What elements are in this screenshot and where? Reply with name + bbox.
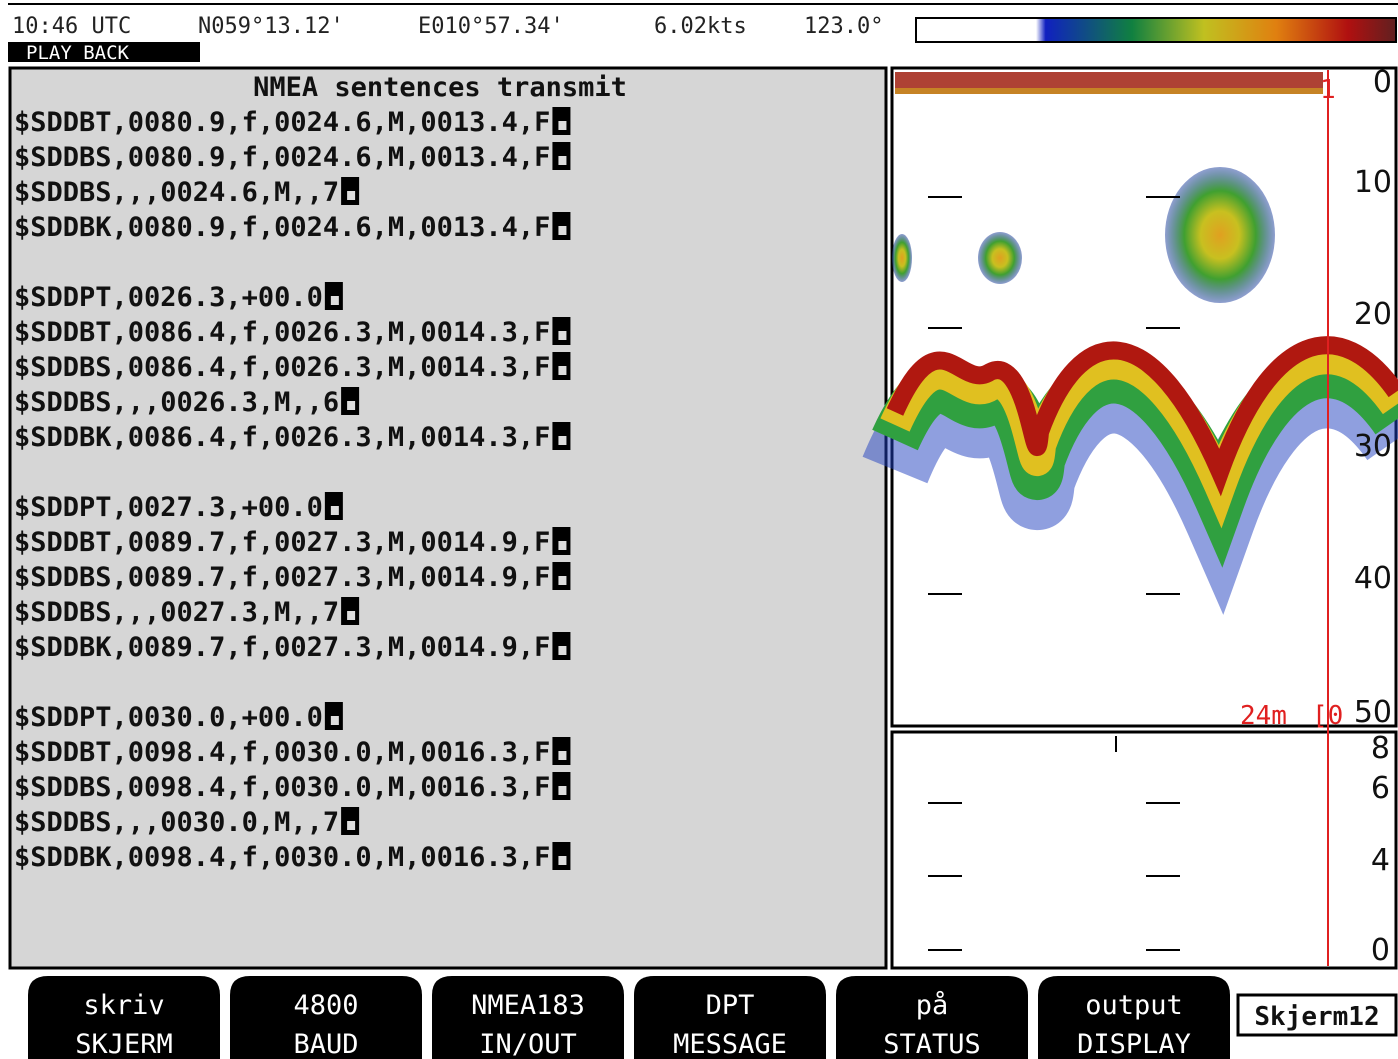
nmea-line: $SDDBS,0080.9,f,0024.6,M,0013.4,F [14,142,550,173]
nmea-line: $SDDBT,0098.4,f,0030.0,M,0016.3,F [14,737,550,768]
range-marker: [0 [1312,701,1343,731]
nmea-line: $SDDBS,0098.4,f,0030.0,M,0016.3,F [14,772,550,803]
zoom-label: 0 [1371,933,1390,968]
nmea-line: $SDDBS,0089.7,f,0027.3,M,0014.9,F [14,562,550,593]
depth-label: 40 [1354,561,1392,596]
crlf-glyph [558,576,567,585]
screen-tab[interactable] [1236,993,1398,1037]
nmea-line: $SDDPT,0027.3,+00.0 [14,492,323,523]
nmea-line: $SDDBK,0089.7,f,0027.3,M,0014.9,F [14,632,550,663]
crlf-glyph [558,751,567,760]
softkey-top: 4800 [293,990,358,1021]
softkey[interactable]: på STATUS [836,976,1028,1059]
softkey-top: skriv [83,990,164,1021]
depth-label: 0 [1373,65,1392,100]
depth-label: 30 [1354,429,1392,464]
nmea-line: $SDDBK,0098.4,f,0030.0,M,0016.3,F [14,842,550,873]
screen-tab-label: Skjerm12 [1254,1002,1379,1032]
crlf-glyph [347,821,356,830]
nmea-line: $SDDBK,0086.4,f,0026.3,M,0014.3,F [14,422,550,453]
softkey[interactable]: output DISPLAY [1038,976,1230,1059]
nmea-panel [8,66,888,970]
softkey-bottom: STATUS [883,1029,981,1059]
nmea-line: $SDDBS,,,0026.3,M,,6 [14,387,339,418]
depth-readout: 24m [1240,701,1287,731]
softkey-body [836,976,1028,1059]
crlf-glyph [558,436,567,445]
status-time: 10:46 UTC [12,14,131,39]
softkey-bottom: BAUD [293,1029,358,1059]
nmea-line: $SDDBS,,,0030.0,M,,7 [14,807,339,838]
softkey-top: output [1085,990,1183,1021]
crlf-glyph [558,121,567,130]
crlf-glyph [558,331,567,340]
crlf-glyph [558,786,567,795]
nmea-line: $SDDBT,0080.9,f,0024.6,M,0013.4,F [14,107,550,138]
mode-label: PLAY BACK [26,42,130,64]
status-speed: 6.02kts [654,14,747,39]
crlf-glyph [558,156,567,165]
nmea-title: NMEA sentences transmit [253,72,627,103]
status-longitude: E010°57.34' [418,14,564,39]
status-heading: 123.0° [804,14,883,39]
crlf-glyph [558,856,567,865]
softkey-body [230,976,422,1059]
status-latitude: N059°13.12' [198,14,344,39]
crlf-glyph [330,506,339,515]
nmea-line: $SDDBT,0086.4,f,0026.3,M,0014.3,F [14,317,550,348]
softkey[interactable]: NMEA183 IN/OUT [432,976,624,1059]
depth-label: 20 [1354,297,1392,332]
crlf-glyph [347,401,356,410]
depth-label: 50 [1354,695,1392,730]
zoom-panel [890,730,1398,970]
softkey-bottom: DISPLAY [1077,1029,1191,1059]
crlf-glyph [347,611,356,620]
zoom-label: 4 [1371,843,1390,878]
nmea-line: $SDDPT,0030.0,+00.0 [14,702,323,733]
crlf-glyph [558,366,567,375]
fish-school [892,234,912,282]
softkey[interactable]: 4800 BAUD [230,976,422,1059]
softkey-top: på [916,990,949,1021]
softkey-bottom: MESSAGE [673,1029,787,1059]
nmea-line: $SDDPT,0026.3,+00.0 [14,282,323,313]
nmea-line: $SDDBT,0089.7,f,0027.3,M,0014.9,F [14,527,550,558]
surface-echo [895,88,1323,94]
range-marks [928,196,1180,951]
zoom-label: 6 [1371,771,1390,806]
marker-number: 1 [1320,75,1336,105]
softkey-bottom: IN/OUT [479,1029,577,1059]
mode-badge [8,42,200,62]
softkey-body [1038,976,1230,1059]
softkey[interactable]: DPT MESSAGE [634,976,826,1059]
nmea-line: $SDDBS,,,0024.6,M,,7 [14,177,339,208]
nmea-line: $SDDBK,0080.9,f,0024.6,M,0013.4,F [14,212,550,243]
color-bar [915,17,1397,43]
nmea-line: $SDDBS,0086.4,f,0026.3,M,0014.3,F [14,352,550,383]
crlf-glyph [330,296,339,305]
fish-school [1165,167,1275,303]
bottom-echo [886,336,1398,497]
crlf-glyph [558,541,567,550]
softkey-body [432,976,624,1059]
crlf-glyph [330,716,339,725]
softkey-body [634,976,826,1059]
zoom-label: 8 [1371,731,1390,766]
fish-school [978,232,1022,284]
softkey-top: NMEA183 [471,990,585,1021]
softkey-body [28,976,220,1059]
crlf-glyph [347,191,356,200]
softkey-top: DPT [706,990,755,1021]
echogram [862,70,1398,966]
softkey[interactable]: skriv SKJERM [28,976,220,1059]
depth-label: 10 [1354,165,1392,200]
crlf-glyph [558,646,567,655]
nmea-line: $SDDBS,,,0027.3,M,,7 [14,597,339,628]
crlf-glyph [558,226,567,235]
softkey-bottom: SKJERM [75,1029,173,1059]
